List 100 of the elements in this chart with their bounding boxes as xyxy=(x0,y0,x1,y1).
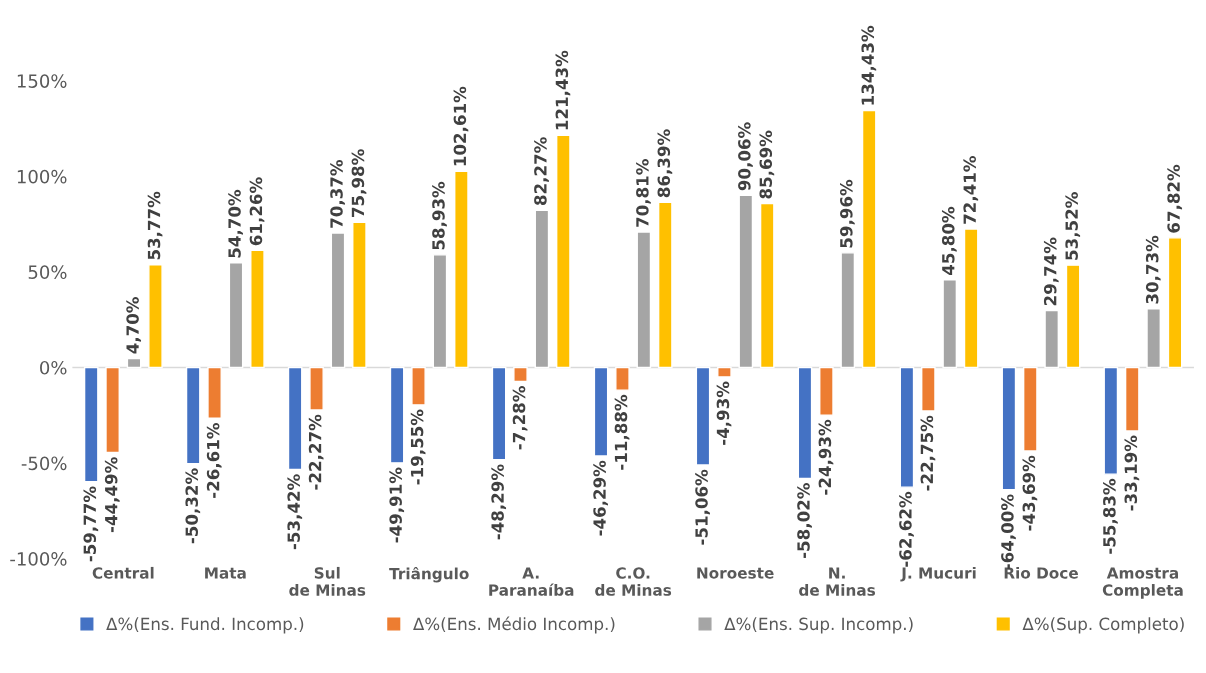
data-label: -59,77% xyxy=(83,486,99,562)
bar xyxy=(963,228,979,369)
bar xyxy=(287,366,303,471)
data-label: 61,26% xyxy=(249,177,265,246)
x-tick-label: A. Paranaíba xyxy=(489,567,574,596)
x-tick-label: Mata xyxy=(205,567,246,579)
bar xyxy=(657,201,673,369)
data-label: -58,02% xyxy=(797,483,812,558)
data-label: 70,37% xyxy=(330,159,345,228)
x-tick-label: Amostra Completa xyxy=(1102,567,1183,599)
bar xyxy=(126,357,142,369)
data-label: -51,06% xyxy=(695,469,710,545)
y-tick-label: 150% xyxy=(17,74,67,88)
bar xyxy=(717,366,732,378)
bar xyxy=(309,366,324,411)
data-label: 86,39% xyxy=(657,129,673,198)
bar xyxy=(330,232,346,369)
legend-label: Δ%(Ens. Fund. Incomp.) xyxy=(106,617,304,634)
y-tick-label: -100% xyxy=(10,552,67,566)
data-label: 72,41% xyxy=(963,156,979,224)
data-label: -55,83% xyxy=(1103,478,1118,554)
legend-label: Δ%(Ens. Médio Incomp.) xyxy=(413,616,615,634)
y-tick-label: 50% xyxy=(28,265,67,280)
legend-label: Δ%(Sup. Completo) xyxy=(1022,617,1184,634)
bar xyxy=(819,366,834,416)
bar xyxy=(1001,366,1017,491)
bar xyxy=(1044,309,1060,369)
data-label: 4,70% xyxy=(126,297,142,354)
bar xyxy=(83,366,99,483)
data-label: 54,70% xyxy=(228,189,243,258)
bar xyxy=(921,366,936,412)
x-tick-label: J. Mucuri xyxy=(900,566,976,582)
bar xyxy=(228,262,244,369)
data-label: 70,81% xyxy=(636,159,651,227)
bar xyxy=(389,366,405,464)
data-label: -22,75% xyxy=(920,415,936,491)
bar xyxy=(185,366,201,465)
data-label: -33,19% xyxy=(1124,435,1140,511)
data-label: -22,27% xyxy=(308,414,324,490)
data-label: 82,27% xyxy=(534,137,549,206)
x-tick-label: Central xyxy=(92,566,154,579)
legend-label: Δ%(Ens. Sup. Incomp.) xyxy=(724,617,913,634)
data-label: 29,74% xyxy=(1043,237,1059,306)
bar xyxy=(1124,366,1140,432)
bar xyxy=(593,366,609,457)
data-label: 121,43% xyxy=(555,50,571,130)
x-tick-label: Sul de Minas xyxy=(289,566,366,596)
data-label: -44,49% xyxy=(104,457,120,533)
bar xyxy=(207,366,222,420)
data-label: 30,73% xyxy=(1145,235,1161,304)
bar xyxy=(454,170,469,369)
bar xyxy=(105,366,120,454)
bar xyxy=(534,209,550,369)
bar xyxy=(942,279,958,369)
data-label: 75,98% xyxy=(351,149,367,217)
data-label: -24,93% xyxy=(818,419,834,495)
bar xyxy=(1065,264,1081,369)
data-label: -7,28% xyxy=(512,386,528,450)
bar xyxy=(250,249,265,369)
data-label: 45,80% xyxy=(941,206,957,275)
data-label: -62,62% xyxy=(899,491,914,567)
bar xyxy=(899,366,915,488)
data-label: -19,55% xyxy=(410,409,426,485)
data-label: -53,42% xyxy=(287,474,303,550)
data-label: -4,93% xyxy=(716,381,732,445)
bar xyxy=(411,366,426,406)
bar xyxy=(432,254,448,369)
data-label: -48,29% xyxy=(491,464,507,540)
bar xyxy=(352,221,367,369)
bar xyxy=(840,252,856,369)
data-label: -49,91% xyxy=(389,467,405,543)
bar xyxy=(1103,366,1119,475)
bar xyxy=(1146,308,1161,369)
bar xyxy=(861,109,877,369)
bar xyxy=(636,231,652,369)
bar xyxy=(555,134,571,369)
x-tick-label: C.O. de Minas xyxy=(595,567,672,596)
bar xyxy=(695,366,711,466)
bar xyxy=(148,263,163,369)
x-tick-label: N. de Minas xyxy=(799,567,876,596)
data-label: -46,29% xyxy=(593,460,608,536)
data-label: 59,96% xyxy=(840,179,855,248)
bar xyxy=(797,366,813,480)
bar xyxy=(491,366,507,461)
y-tick-label: -50% xyxy=(21,456,67,471)
x-tick-label: Triângulo xyxy=(389,566,469,583)
data-label: -50,32% xyxy=(185,468,201,544)
bar xyxy=(1167,237,1183,369)
bar xyxy=(615,366,630,391)
data-label: 58,93% xyxy=(432,181,447,250)
bar xyxy=(759,202,775,369)
data-label: -26,61% xyxy=(206,423,222,498)
data-label: 53,77% xyxy=(147,191,163,260)
bar xyxy=(1022,366,1038,452)
data-label: 134,43% xyxy=(861,25,877,105)
y-tick-label: 100% xyxy=(17,169,67,184)
x-tick-label: Noroeste xyxy=(697,567,774,579)
data-label: 53,52% xyxy=(1065,192,1081,260)
data-label: 102,61% xyxy=(453,86,469,166)
data-label: -43,69% xyxy=(1022,455,1038,531)
